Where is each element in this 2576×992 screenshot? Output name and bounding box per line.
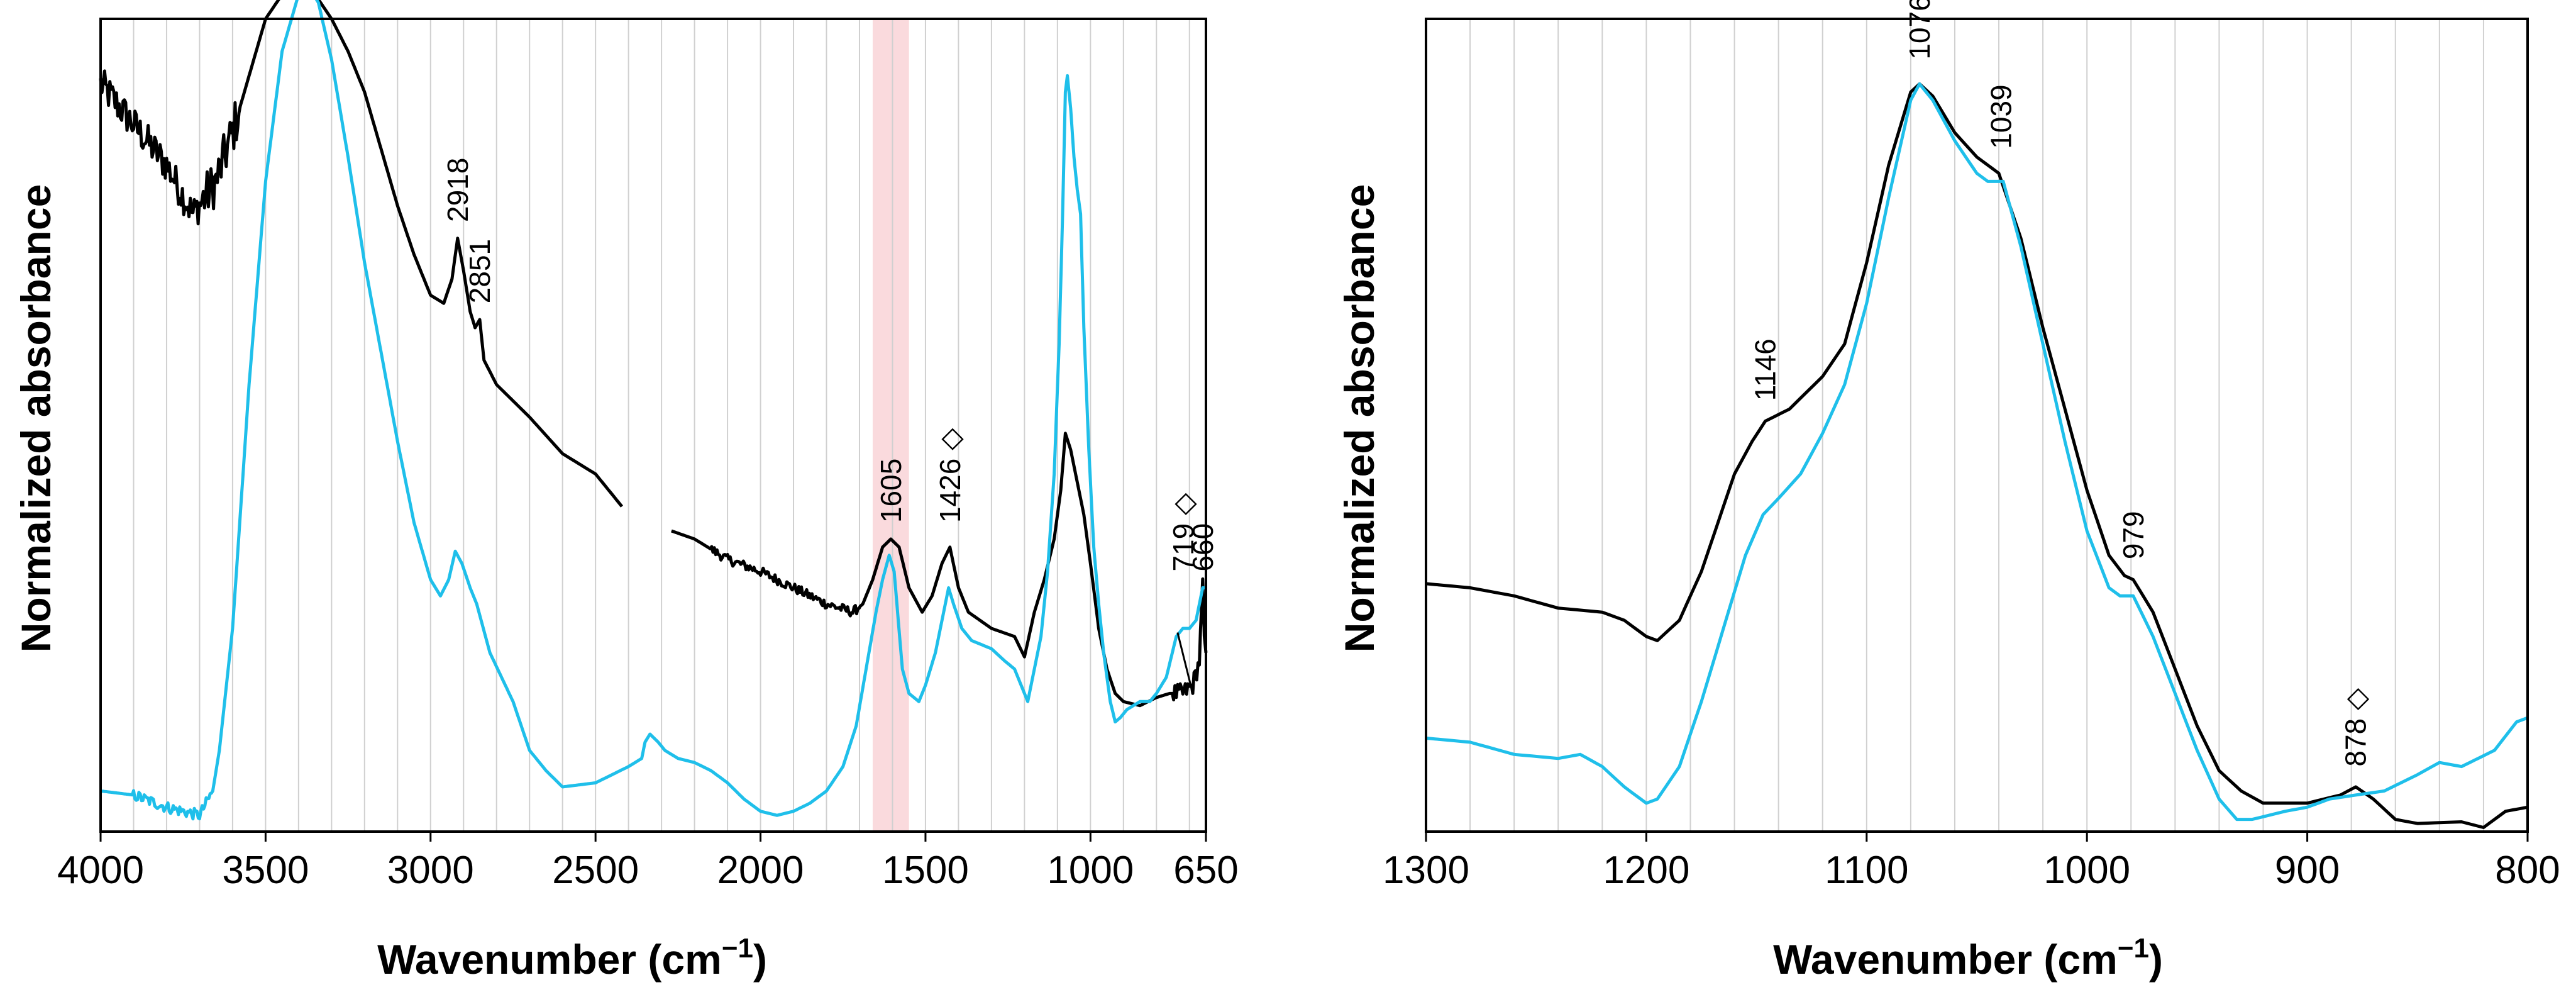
x-axis-title-left: Wavenumber (cm−1) [377, 933, 767, 983]
gridlines-left [133, 19, 1190, 832]
plot-frame-left [99, 18, 1207, 833]
x-tick-label: 1300 [1383, 849, 1469, 892]
highlight-band [872, 19, 909, 832]
peak-annotations-right: 1146 1076 1039 979 878 ◇ [1749, 0, 2372, 767]
peak-label: 1605 [875, 459, 907, 523]
left-panel: 2918 2851 1605 1426 ◇ 719 ◇660 4000 3500 3000 2… [13, 0, 1239, 983]
x-tick-label: 1200 [1603, 849, 1689, 892]
x-tick-label: 900 [2275, 849, 2340, 892]
x-tick-label: 2500 [552, 849, 639, 892]
peak-label: 2918 [441, 158, 474, 222]
right-panel: 1146 1076 1039 979 878 ◇ 1300 1200 1100 1000 900… [1336, 0, 2560, 983]
x-tick-label: 1100 [1825, 849, 1908, 892]
x-tick-label: 800 [2495, 849, 2560, 892]
peak-label: 979 [2117, 511, 2150, 559]
peak-label: 1426 ◇ [934, 428, 966, 523]
peak-label: 2851 [463, 239, 496, 303]
x-tick-label: 2000 [717, 849, 804, 892]
x-tick-label: 4000 [57, 849, 144, 892]
peak-label: 719 ◇ [1167, 493, 1200, 572]
x-tick-label: 650 [1173, 849, 1238, 892]
peak-label: 1039 [1985, 84, 2018, 148]
x-axis-left: 4000 3500 3000 2500 2000 1500 1000 650 [57, 832, 1239, 892]
leader-line [1176, 632, 1194, 694]
y-axis-title-left: Normalized absorbance [13, 184, 59, 653]
x-tick-label: 1500 [882, 849, 969, 892]
peak-label: 1146 [1749, 338, 1782, 401]
peak-label: 1076 [1903, 0, 1936, 60]
series-line-blue [100, 0, 1207, 821]
x-tick-label: 1000 [1047, 849, 1134, 892]
x-axis-right: 1300 1200 1100 1000 900 800 [1383, 832, 2560, 892]
peak-annotations-left: 2918 2851 1605 1426 ◇ 719 ◇660 [441, 158, 1219, 694]
series-group-right [1425, 82, 2528, 829]
peak-label: 660 [1186, 523, 1219, 572]
x-tick-label: 1000 [2043, 849, 2130, 892]
series-line-black [99, 0, 624, 508]
x-axis-title-right: Wavenumber (cm−1) [1773, 933, 2163, 983]
x-tick-label: 3500 [222, 849, 309, 892]
x-tick-label: 3000 [387, 849, 474, 892]
peak-label: 878 ◇ [2340, 688, 2372, 767]
y-axis-title-right: Normalized absorbance [1336, 184, 1383, 653]
gridlines-right [1469, 19, 2484, 832]
series-line-black [671, 432, 1208, 708]
series-line-blue [1425, 82, 2528, 822]
highlight-band-left [872, 19, 909, 832]
series-group-left [99, 0, 1208, 821]
series-line-black [1425, 82, 2528, 829]
plot-frame-right [1425, 18, 2529, 833]
